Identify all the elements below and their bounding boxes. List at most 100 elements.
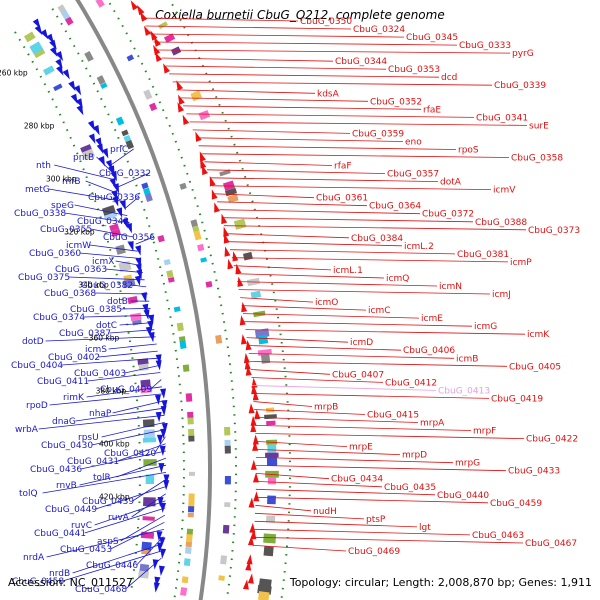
left-connector-line (109, 329, 155, 334)
right-connector-line (244, 321, 473, 327)
reverse-gene-238 (245, 560, 252, 571)
annotation-block-40 (100, 82, 108, 89)
reverse-gene-72 (200, 158, 207, 169)
annotation-block-37 (96, 75, 106, 85)
right-connector-line (249, 361, 508, 367)
reverse-gene-243 (247, 573, 254, 584)
left-gene-label: CbuG_0403 (74, 369, 126, 379)
right-gene-label: CbuG_0352 (370, 97, 422, 107)
left-connector-line (79, 252, 140, 259)
left-connector-line (87, 372, 161, 382)
right-gene-label: icmL.2 (404, 242, 434, 252)
forward-gene-242 (152, 559, 159, 570)
reverse-gene-42 (163, 63, 171, 74)
left-gene-label: CbuG_0355 (40, 225, 92, 235)
right-gene-labels: CbuG_0350CbuG_0324CbuG_0345CbuG_0333pyrG… (300, 17, 580, 557)
forward-gene-129 (143, 309, 150, 320)
right-gene-label: nudH (313, 507, 337, 517)
right-connector-line (233, 265, 332, 271)
annotation-block-214 (188, 499, 195, 508)
right-gene-label: icmL.1 (333, 266, 363, 276)
left-connector-line (150, 379, 162, 390)
annotation-block-184 (224, 426, 231, 436)
left-connector-line (74, 204, 128, 216)
reverse-gene-147 (245, 339, 252, 351)
annotation-block-122 (167, 277, 175, 283)
reverse-gene-66 (195, 131, 202, 142)
right-connector-line (229, 249, 456, 255)
right-gene-label: icmE (421, 314, 443, 324)
left-connector-line (94, 500, 166, 526)
right-gene-label: CbuG_0333 (459, 41, 511, 51)
left-connector-line (116, 457, 167, 478)
annotation-block-89 (109, 223, 120, 232)
left-gene-label: icmW (66, 241, 91, 251)
right-gene-label: CbuG_0406 (403, 346, 455, 356)
right-connector-line (255, 473, 330, 480)
right-gene-label: ptsP (366, 515, 386, 525)
left-connector-line (95, 486, 166, 510)
right-connector-line (169, 73, 440, 78)
left-connector-line (125, 557, 162, 590)
reverse-gene-189 (252, 440, 259, 451)
annotation-block-183 (188, 428, 195, 437)
annotation-block-118 (122, 278, 136, 289)
right-gene-label: icmJ (492, 290, 511, 300)
annotation-block-145 (179, 340, 187, 349)
annotation-block-156 (260, 353, 271, 364)
right-connector-line (246, 337, 349, 343)
reverse-gene-113 (232, 251, 239, 262)
annotation-block-249 (138, 570, 149, 579)
right-gene-label: mrpB (314, 403, 338, 413)
reverse-gene-234 (246, 554, 253, 565)
reverse-gene-121 (235, 263, 242, 275)
forward-gene-19 (55, 50, 64, 62)
right-gene-label: CbuG_0413 (438, 386, 490, 396)
annotation-block-228 (140, 531, 155, 539)
annotation-block-62 (198, 109, 211, 121)
forward-gene-116 (134, 275, 141, 286)
annotation-block-180 (266, 420, 276, 426)
right-gene-label: rfaF (334, 162, 352, 172)
left-gene-label: CbuG_0409 (100, 385, 152, 395)
forward-gene-207 (163, 480, 170, 491)
forward-gene-38 (70, 93, 78, 105)
right-gene-label: CbuG_0434 (331, 475, 383, 485)
right-connector-line (214, 193, 315, 199)
right-connector-line (140, 17, 299, 22)
forward-gene-178 (161, 422, 168, 434)
annotation-block-219 (187, 512, 194, 518)
right-connector-line (253, 401, 313, 407)
annotation-block-166 (185, 393, 193, 402)
reverse-gene-52 (177, 102, 185, 113)
forward-gene-164 (154, 394, 161, 405)
kbp-tick-label: 260 kbp (0, 69, 28, 78)
forward-gene-123 (141, 292, 147, 303)
annotation-block-241 (183, 558, 191, 566)
left-gene-label: tolQ (19, 489, 38, 499)
right-connector-line (225, 233, 350, 239)
reverse-gene-27 (150, 30, 158, 41)
right-gene-label: icmB (456, 354, 478, 364)
right-gene-label: CbuG_0435 (384, 483, 436, 493)
annotation-block-96 (190, 219, 198, 228)
right-label-connectors (140, 17, 528, 552)
reverse-gene-79 (209, 176, 216, 187)
annotation-block-77 (143, 187, 151, 196)
annotation-block-82 (144, 193, 153, 202)
forward-gene-31 (68, 80, 76, 92)
annotation-block-182 (143, 429, 156, 440)
left-connector-line (117, 443, 166, 462)
annotation-block-191 (224, 439, 231, 448)
annotation-block-120 (166, 270, 174, 278)
annotation-block-34 (126, 54, 135, 62)
reverse-gene-92 (214, 202, 220, 213)
reverse-gene-44 (176, 80, 184, 91)
right-connector-line (179, 97, 369, 102)
left-gene-label: CbuG_0420 (104, 449, 156, 459)
right-gene-label: mrpD (402, 451, 427, 461)
forward-gene-181 (160, 428, 167, 439)
left-gene-label: ruvA (108, 513, 130, 523)
reverse-gene-117 (227, 258, 234, 270)
